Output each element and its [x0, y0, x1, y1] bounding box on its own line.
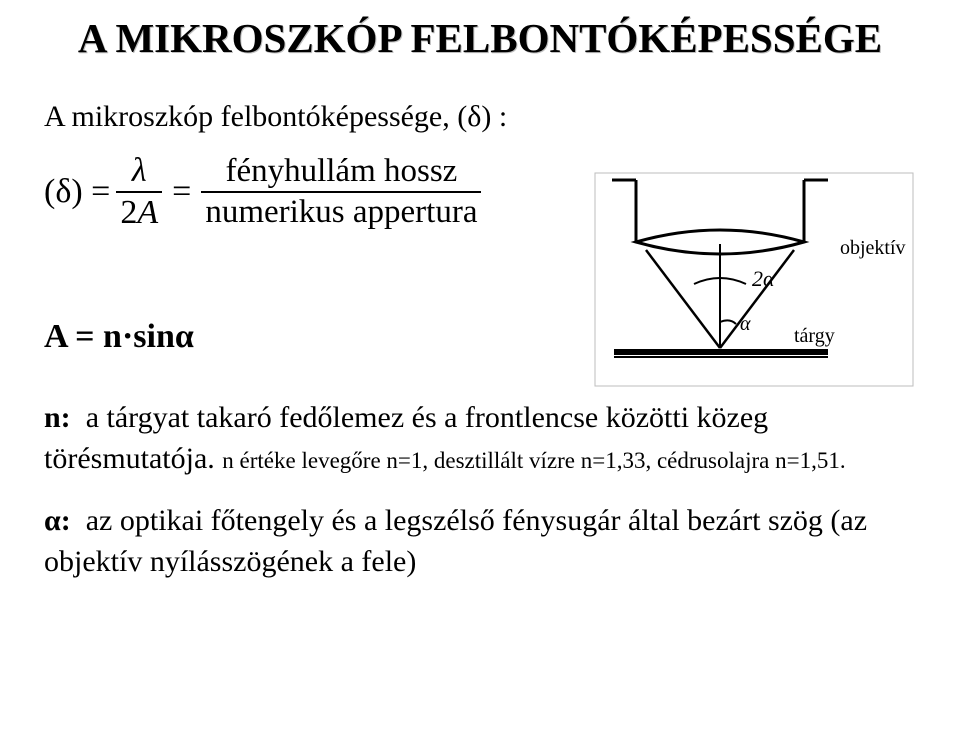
label-targy: tárgy	[794, 325, 835, 347]
equals-sign: =	[172, 173, 191, 211]
definition-n: n: a tárgyat takaró fedőlemez és a front…	[44, 398, 916, 479]
lhs-label: (δ) =	[44, 173, 110, 211]
definitions: n: a tárgyat takaró fedőlemez és a front…	[44, 398, 916, 582]
right-numerator: fényhullám hossz	[221, 155, 461, 188]
left-numerator: λ	[128, 154, 151, 188]
label-2alpha: 2α	[752, 266, 775, 291]
right-denominator: numerikus appertura	[201, 196, 481, 229]
definition-alpha: α: az optikai főtengely és a legszélső f…	[44, 501, 916, 582]
resolution-formula: (δ) = λ 2A = fényhullám hossz numerikus …	[44, 154, 481, 230]
left-denominator: 2A	[116, 196, 162, 230]
label-objektiv: objektív	[840, 237, 906, 259]
intro-text: A mikroszkóp felbontóképessége, (δ) :	[44, 100, 916, 134]
label-alpha: α	[740, 313, 751, 335]
fraction-left: λ 2A	[116, 154, 162, 230]
page-title: A MIKROSZKÓP FELBONTÓKÉPESSÉGE	[44, 14, 916, 62]
fraction-right: fényhullám hossz numerikus appertura	[201, 155, 481, 229]
aperture-diagram: 2α α objektív tárgy	[594, 172, 914, 387]
